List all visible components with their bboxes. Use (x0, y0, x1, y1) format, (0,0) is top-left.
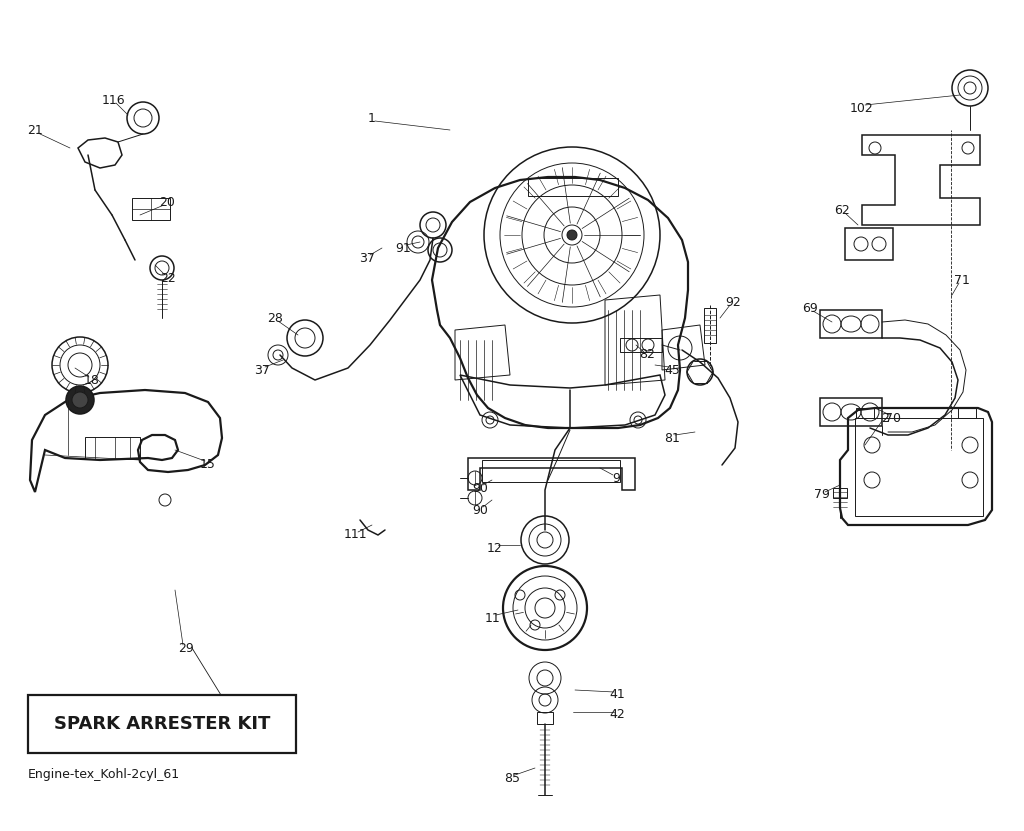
Bar (705, 308, 716, 343)
Bar (537, 712, 553, 724)
Text: 20: 20 (159, 195, 175, 209)
Text: 22: 22 (160, 272, 176, 284)
Text: 91: 91 (395, 242, 411, 254)
Text: 81: 81 (664, 431, 680, 445)
Bar (820, 398, 882, 426)
Text: 37: 37 (254, 363, 270, 376)
Text: 45: 45 (664, 363, 680, 376)
Bar (820, 310, 882, 338)
Text: 85: 85 (504, 771, 520, 784)
Text: 21: 21 (27, 124, 43, 136)
Bar (855, 418, 983, 516)
Text: Engine-tex_Kohl-2cyl_61: Engine-tex_Kohl-2cyl_61 (28, 768, 180, 781)
Text: 37: 37 (359, 252, 375, 264)
Text: 11: 11 (485, 612, 501, 625)
Bar (856, 408, 874, 418)
Bar (620, 338, 662, 352)
Text: 41: 41 (609, 689, 625, 701)
Circle shape (567, 230, 577, 240)
Text: 29: 29 (178, 642, 194, 655)
Text: 18: 18 (84, 373, 100, 386)
Bar (482, 460, 620, 482)
Text: 42: 42 (609, 709, 625, 721)
Text: 82: 82 (639, 348, 655, 361)
Text: 79: 79 (814, 489, 829, 501)
Text: 62: 62 (835, 204, 850, 217)
Bar (845, 228, 893, 260)
Text: 28: 28 (267, 312, 283, 324)
Text: 116: 116 (101, 94, 125, 106)
Bar (958, 408, 976, 418)
Text: 102: 102 (850, 101, 873, 115)
Circle shape (66, 386, 94, 414)
Circle shape (72, 392, 88, 408)
Bar (28, 695, 296, 753)
Bar (528, 178, 618, 196)
Text: 111: 111 (343, 529, 367, 542)
Text: 2: 2 (881, 411, 889, 425)
Text: SPARK ARRESTER KIT: SPARK ARRESTER KIT (54, 715, 270, 733)
Text: 92: 92 (725, 296, 741, 308)
Text: 90: 90 (472, 504, 488, 517)
Bar (132, 198, 170, 220)
Text: 1: 1 (368, 111, 376, 125)
Text: 70: 70 (885, 411, 901, 425)
Text: 9: 9 (612, 471, 620, 484)
Text: 12: 12 (487, 542, 503, 554)
Text: 71: 71 (954, 273, 970, 287)
Text: 90: 90 (472, 481, 488, 494)
Text: 69: 69 (802, 302, 818, 314)
Bar (85, 437, 140, 459)
Bar (833, 488, 847, 498)
Text: 15: 15 (200, 458, 216, 470)
